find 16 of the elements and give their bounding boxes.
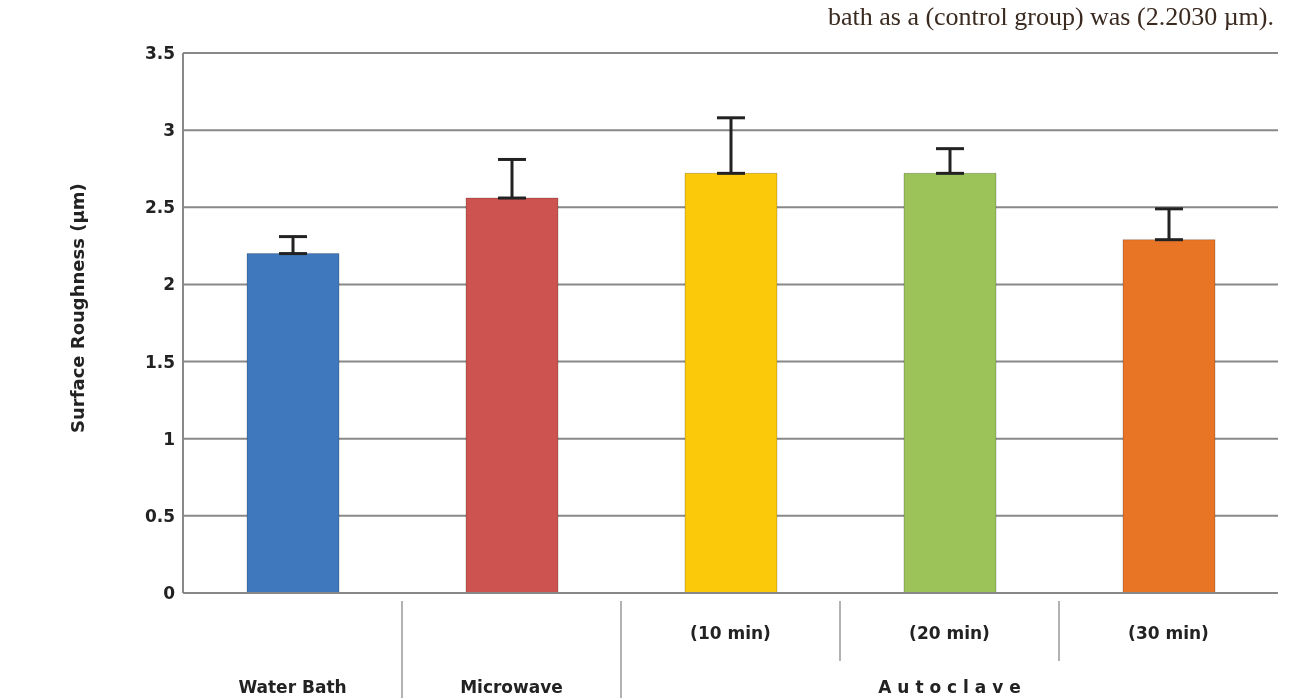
y-axis-title: Surface Roughness (µm) <box>67 183 89 433</box>
text: bath as a (control group) was (2.2030 µm). <box>827 2 1274 32</box>
y-tick-label: 1.5 <box>144 351 175 372</box>
y-tick-label: 0.5 <box>144 505 175 526</box>
x-tick-label: Microwave <box>460 677 563 697</box>
y-tick-label: 3 <box>163 120 175 141</box>
y-tick-label: 2.5 <box>144 197 175 218</box>
x-tick-label: Water Bath <box>238 677 347 697</box>
x-tick-label: (30 min) <box>1128 623 1209 643</box>
text: A u t o c l a v e <box>878 677 1021 697</box>
y-tick-label: 1 <box>163 428 175 449</box>
x-tick-label: (10 min) <box>690 623 771 643</box>
y-tick-label: 2 <box>163 274 175 295</box>
y-tick-label: 3.5 <box>144 43 175 64</box>
x-tick-label: (20 min) <box>909 623 990 643</box>
y-tick-label: 0 <box>163 583 176 604</box>
